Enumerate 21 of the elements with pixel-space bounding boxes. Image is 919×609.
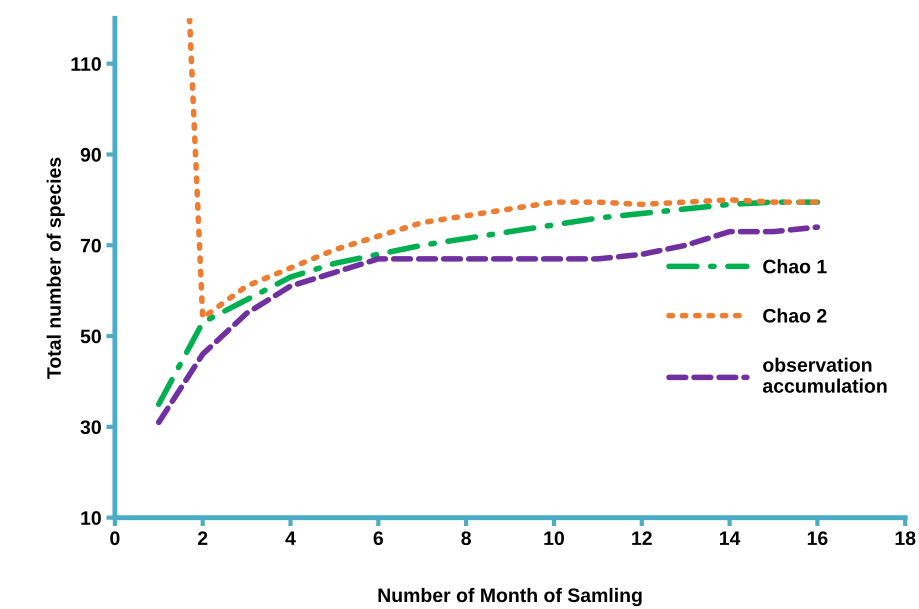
x-tick-label: 2: [198, 531, 208, 545]
x-tick-label: 18: [896, 531, 916, 546]
legend-label: Chao 1: [763, 259, 827, 274]
x-tick-label: 12: [632, 531, 652, 545]
y-tick-label: 90: [80, 148, 101, 162]
x-tick-label: 10: [544, 531, 564, 546]
y-axis-title: Total number of species: [46, 158, 65, 379]
legend-label: Chao 2: [763, 308, 826, 323]
y-tick-label: 50: [80, 330, 101, 344]
y-tick-label: 70: [80, 238, 101, 252]
legend-label: observation accumulation: [762, 358, 887, 393]
x-tick-label: 16: [808, 531, 828, 546]
x-tick-label: 0: [110, 531, 120, 546]
x-tick-label: 6: [374, 531, 384, 546]
x-tick-label: 14: [720, 532, 740, 545]
x-tick-label: 4: [285, 532, 296, 545]
y-tick-label: 30: [80, 420, 101, 434]
y-tick-label: 110: [72, 57, 101, 71]
y-tick-label: 10: [81, 511, 101, 525]
x-axis-title: Number of Month of Samling: [378, 588, 642, 606]
x-tick-label: 8: [461, 531, 471, 546]
